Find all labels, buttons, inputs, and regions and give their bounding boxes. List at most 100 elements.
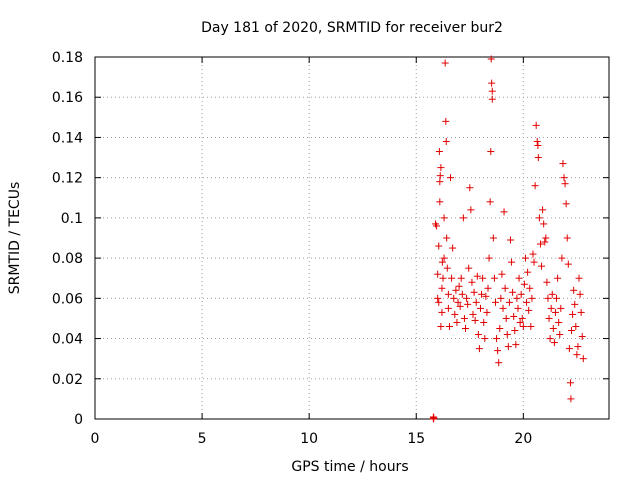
x-tick-label: 5 (198, 431, 207, 447)
y-tick-label: 0.02 (52, 372, 83, 388)
data-point (494, 347, 502, 355)
data-point (467, 206, 475, 214)
data-point (464, 300, 472, 308)
data-point (573, 351, 581, 359)
data-point (543, 278, 551, 286)
data-point (497, 294, 505, 302)
data-point (547, 304, 555, 312)
data-point (559, 160, 567, 168)
data-point (485, 254, 493, 262)
data-point (447, 174, 455, 182)
data-point (577, 308, 585, 316)
data-point (551, 308, 559, 316)
y-tick-label: 0.08 (52, 251, 83, 267)
data-point (564, 260, 572, 268)
data-point (451, 310, 459, 318)
data-point (453, 318, 461, 326)
data-point (469, 310, 477, 318)
data-point (502, 314, 510, 322)
data-point (437, 164, 445, 172)
y-tick-label: 0.16 (52, 90, 83, 106)
data-point (436, 172, 444, 180)
data-point (575, 274, 583, 282)
data-point (558, 254, 566, 262)
data-point (503, 331, 511, 339)
data-point (530, 258, 538, 266)
data-point (518, 314, 526, 322)
data-point (496, 325, 504, 332)
data-point (505, 298, 513, 306)
data-point (435, 242, 443, 250)
y-tick-label: 0.06 (52, 291, 83, 307)
data-point (468, 278, 476, 286)
data-point (506, 236, 514, 244)
data-point (550, 339, 558, 347)
data-point (566, 379, 574, 387)
data-point (528, 294, 536, 302)
data-point (454, 298, 462, 306)
data-point (434, 294, 442, 302)
data-point (517, 290, 525, 298)
data-point (539, 206, 547, 214)
data-point (576, 290, 584, 298)
data-point (441, 59, 449, 67)
data-point (501, 284, 509, 292)
data-point (534, 154, 542, 162)
data-point (499, 304, 507, 312)
data-point (470, 288, 478, 296)
data-point (487, 148, 495, 156)
x-axis-label: GPS time / hours (291, 459, 408, 475)
data-point (465, 264, 473, 272)
data-point (534, 141, 542, 149)
data-point (488, 95, 496, 103)
data-point (579, 355, 587, 363)
x-tick-label: 20 (514, 431, 532, 447)
data-point (443, 264, 451, 272)
data-point (557, 304, 565, 312)
data-point (450, 294, 458, 302)
data-point (532, 121, 540, 129)
grid-lines (95, 57, 609, 419)
y-tick-label: 0.14 (52, 130, 83, 146)
data-point (435, 298, 443, 306)
data-point (458, 290, 466, 298)
data-point (548, 290, 556, 298)
data-point (569, 310, 577, 318)
data-point (443, 234, 451, 242)
data-point (538, 262, 546, 270)
y-tick-label: 0.04 (52, 332, 83, 348)
data-point (437, 322, 445, 330)
data-point (563, 234, 571, 242)
data-point (495, 359, 503, 367)
data-point (439, 274, 447, 282)
y-tick-label: 0.1 (61, 211, 83, 227)
data-point (509, 288, 517, 296)
data-point (435, 148, 443, 156)
data-point (445, 322, 453, 330)
data-point (472, 298, 480, 306)
y-axis-label: SRMTID / TECUs (7, 182, 23, 295)
data-point (489, 234, 497, 242)
data-point (555, 318, 563, 326)
data-point (560, 174, 568, 182)
data-point (511, 327, 519, 335)
data-point (554, 274, 562, 282)
data-point (531, 182, 539, 190)
data-point (486, 198, 494, 206)
data-point (567, 395, 575, 403)
data-point (513, 294, 521, 302)
data-point (545, 314, 553, 322)
data-point (523, 298, 531, 306)
data-point (565, 345, 573, 353)
data-point (457, 274, 465, 282)
data-point (516, 318, 524, 326)
data-point (463, 294, 471, 302)
data-point (434, 270, 442, 278)
data-point (479, 274, 487, 282)
data-point (541, 238, 549, 246)
data-point (487, 55, 495, 63)
data-point (549, 325, 557, 332)
data-point (553, 294, 561, 302)
data-point (473, 272, 481, 280)
